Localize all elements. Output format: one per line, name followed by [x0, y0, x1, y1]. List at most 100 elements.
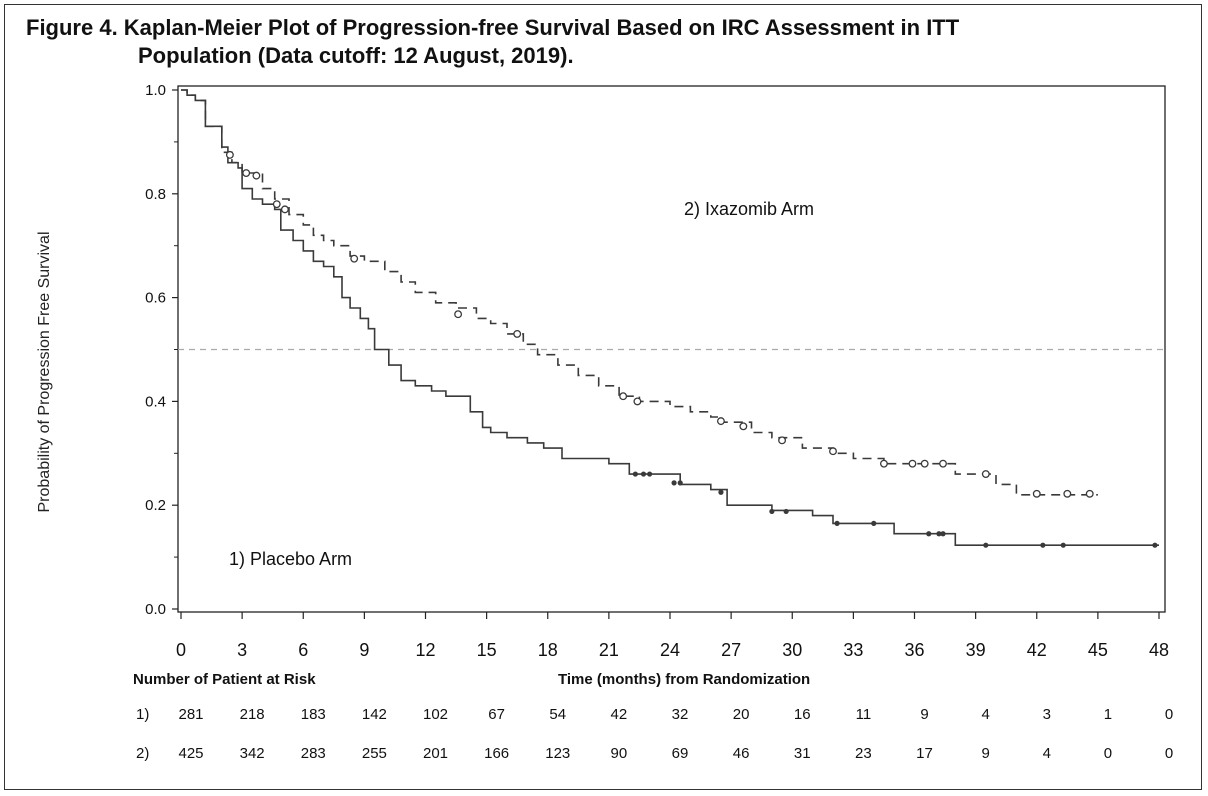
ixazomib-censor-marker: [879, 459, 888, 468]
x-tick-label: 30: [782, 640, 802, 660]
x-tick-label: 42: [1027, 640, 1047, 660]
risk-table-cell: 16: [793, 706, 811, 723]
x-tick-label: 36: [904, 640, 924, 660]
risk-table-cell: 11: [855, 706, 872, 723]
ixazomib-censor-marker: [619, 392, 628, 401]
risk-table-cell: 4: [981, 706, 990, 723]
risk-table-cell: 102: [422, 706, 449, 723]
risk-table-cell: 201: [422, 745, 449, 762]
y-axis-label: Probability of Progression Free Survival: [36, 231, 53, 512]
placebo-censor-marker: [871, 520, 877, 526]
ixazomib-censor-marker: [280, 205, 289, 214]
risk-table-cell: 0: [1164, 706, 1174, 723]
risk-table-cell: 9: [981, 745, 990, 762]
series-placebo: [181, 89, 1159, 548]
risk-table-cell: 0: [1103, 745, 1113, 762]
risk-table-title: Number of Patient at Risk: [133, 671, 316, 688]
risk-table-cell: 183: [300, 706, 326, 723]
placebo-censor-marker: [671, 480, 677, 486]
x-tick-label: 18: [538, 640, 558, 660]
y-tick-label: 0.0: [145, 601, 166, 618]
risk-table-cell: 342: [239, 745, 265, 762]
x-tick-label: 48: [1149, 640, 1169, 660]
placebo-censor-marker: [936, 531, 942, 537]
ixazomib-censor-marker: [513, 329, 522, 338]
figure-frame: [4, 4, 1202, 790]
ixazomib-censor-marker: [981, 470, 990, 479]
ixazomib-censor-marker: [920, 459, 929, 468]
risk-table-cell: 67: [488, 706, 505, 723]
placebo-censor-marker: [1060, 542, 1066, 548]
risk-table-cell: 69: [671, 745, 689, 762]
ixazomib-censor-marker: [778, 436, 787, 445]
placebo-censor-marker: [926, 531, 932, 537]
risk-table-cell: 46: [732, 745, 750, 762]
figure-title-line-2: Population (Data cutoff: 12 August, 2019…: [138, 43, 574, 68]
series-ixazomib: [181, 89, 1098, 498]
risk-table-cell: 1: [1103, 706, 1113, 723]
ixazomib-censor-marker: [739, 422, 748, 431]
x-tick-label: 12: [415, 640, 435, 660]
x-tick-label: 39: [966, 640, 986, 660]
risk-table-cell: 20: [732, 706, 750, 723]
ixazomib-censor-marker: [454, 310, 463, 319]
y-tick-label: 0.4: [145, 393, 166, 410]
risk-table-cell: 281: [178, 706, 204, 723]
figure-title-line-1: Figure 4. Kaplan-Meier Plot of Progressi…: [26, 15, 960, 40]
placebo-arm-label: 1) Placebo Arm: [229, 549, 352, 569]
x-tick-label: 9: [359, 640, 369, 660]
risk-table-cell: 54: [549, 706, 567, 723]
risk-table-cell: 4: [1042, 745, 1051, 762]
placebo-km-curve: [181, 89, 1159, 546]
placebo-censor-marker: [1040, 542, 1046, 548]
risk-table-cell: 32: [671, 706, 689, 723]
x-tick-label: 21: [599, 640, 619, 660]
ixazomib-censor-marker: [242, 169, 251, 177]
risk-row-label: 1): [136, 706, 150, 723]
ixazomib-censor-marker: [252, 171, 261, 180]
placebo-censor-marker: [983, 542, 989, 548]
placebo-censor-marker: [632, 471, 638, 477]
risk-table-cell: 9: [920, 706, 929, 723]
placebo-censor-marker: [647, 471, 653, 477]
placebo-censor-marker: [834, 520, 840, 526]
x-tick-label: 3: [237, 640, 247, 660]
placebo-censor-marker: [640, 471, 647, 477]
x-tick-label: 24: [660, 640, 680, 660]
x-tick-label: 6: [298, 640, 308, 660]
placebo-censor-marker: [769, 508, 775, 515]
risk-table-cell: 166: [484, 745, 510, 762]
ixazomib-censor-marker: [716, 417, 725, 426]
placebo-censor-marker: [677, 480, 683, 486]
ixazomib-km-curve: [181, 89, 1098, 496]
risk-table-cell: 42: [610, 706, 628, 723]
ixazomib-censor-marker: [225, 150, 234, 159]
risk-table-cell: 90: [610, 745, 628, 762]
y-tick-label: 0.6: [145, 290, 166, 307]
risk-row-label: 2): [136, 745, 150, 762]
risk-table-cell: 31: [793, 745, 811, 762]
x-tick-label: 27: [721, 640, 741, 660]
x-axis-title: Time (months) from Randomization: [558, 671, 811, 688]
y-tick-label: 0.2: [145, 497, 166, 514]
ixazomib-censor-marker: [1085, 489, 1094, 498]
risk-table-cell: 425: [178, 745, 204, 762]
x-tick-label: 15: [477, 640, 497, 660]
ixazomib-censor-marker: [1032, 489, 1041, 498]
ixazomib-arm-label: 2) Ixazomib Arm: [684, 199, 814, 219]
placebo-censor-marker: [783, 508, 789, 515]
risk-table-cell: 3: [1042, 706, 1051, 723]
y-tick-label: 0.8: [145, 186, 166, 203]
ixazomib-censor-marker: [350, 254, 359, 263]
x-tick-label: 33: [843, 640, 863, 660]
y-tick-label: 1.0: [145, 82, 166, 99]
placebo-censor-marker: [1152, 542, 1158, 548]
ixazomib-censor-marker: [633, 397, 642, 406]
risk-table-cell: 23: [855, 745, 872, 762]
risk-table-cell: 0: [1164, 745, 1174, 762]
figure-title: Figure 4. Kaplan-Meier Plot of Progressi…: [26, 14, 1176, 70]
x-tick-label: 0: [176, 640, 186, 660]
placebo-censor-marker: [940, 531, 946, 537]
ixazomib-censor-marker: [829, 447, 837, 456]
